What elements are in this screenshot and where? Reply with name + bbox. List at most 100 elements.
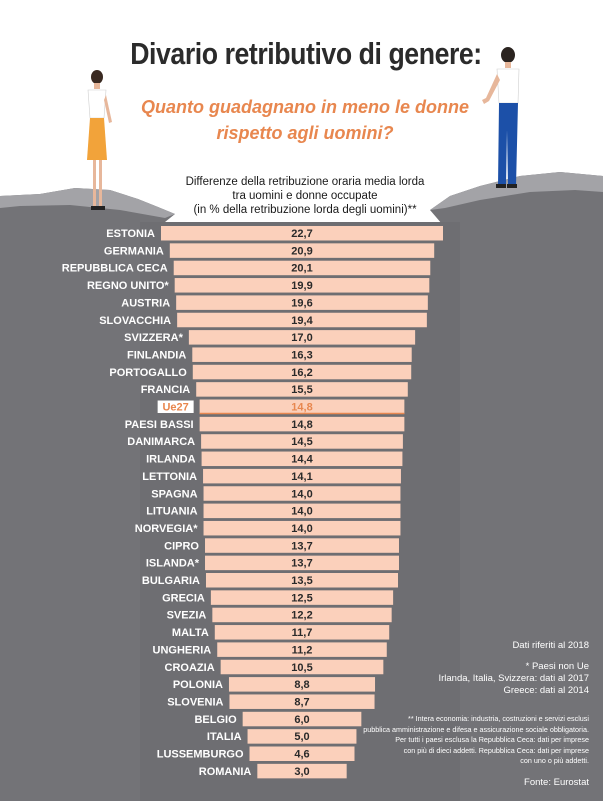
bar-portogallo	[192, 364, 412, 380]
category-label: SLOVACCHIA	[99, 315, 171, 327]
bar-cipro	[205, 538, 399, 553]
category-label: BELGIO	[194, 714, 237, 726]
category-label: FRANCIA	[141, 384, 191, 396]
category-label: CROAZIA	[165, 662, 215, 674]
chart-title-line-1: Differenze della retribuzione oraria med…	[185, 176, 425, 188]
value-label: 17,0	[291, 332, 312, 344]
category-label: LITUANIA	[146, 506, 197, 518]
man-figure-icon	[482, 47, 520, 188]
value-label: 19,4	[291, 315, 313, 327]
category-label: UNGHERIA	[153, 644, 212, 656]
category-label: PAESI BASSI	[125, 419, 194, 431]
value-label: 14,8	[291, 402, 312, 414]
category-label: REPUBBLICA CECA	[62, 263, 168, 275]
right-cliff	[430, 172, 603, 801]
value-label: 8,7	[294, 696, 309, 708]
page-subtitle: Quanto guadagnano in meno le donne rispe…	[120, 94, 490, 146]
category-label: SVIZZERA*	[124, 332, 183, 344]
bar-malta	[214, 625, 390, 640]
value-label: 10,5	[291, 662, 312, 674]
value-label: 14,1	[291, 471, 312, 483]
value-label: 16,3	[291, 349, 312, 361]
category-label: ESTONIA	[106, 228, 155, 240]
category-label: ITALIA	[207, 731, 242, 743]
subtitle-line-2: rispetto agli uomini?	[216, 123, 394, 143]
bar-polonia	[228, 677, 376, 692]
category-label: SPAGNA	[151, 488, 197, 500]
category-label: BULGARIA	[142, 575, 200, 587]
source-note: Fonte: Eurostat	[524, 777, 589, 788]
non-ue-note-line-3: Greece: dati al 2014	[503, 685, 589, 696]
footnote-line-5: con uno o più addetti.	[520, 756, 589, 766]
bar-grecia	[210, 590, 394, 605]
year-note: Dati riferiti al 2018	[512, 640, 589, 651]
bar-ue27	[199, 399, 405, 414]
value-label: 19,6	[291, 297, 312, 309]
category-label: POLONIA	[173, 679, 223, 691]
chart-title: Differenze della retribuzione oraria med…	[170, 175, 440, 217]
category-label: GRECIA	[162, 592, 205, 604]
category-label: AUSTRIA	[121, 297, 170, 309]
bar-ungheria	[217, 642, 387, 657]
bar-francia	[196, 382, 408, 397]
value-label: 6,0	[294, 714, 309, 726]
subtitle-line-1: Quanto guadagnano in meno le donne	[141, 97, 469, 117]
non-ue-note-line-1: * Paesi non Ue	[525, 661, 589, 672]
value-label: 14,0	[291, 506, 312, 518]
bar-estonia	[161, 226, 443, 241]
woman-figure-icon	[87, 70, 112, 210]
value-label: 16,2	[291, 367, 312, 379]
bar-lettonia	[203, 468, 401, 484]
bar-paesi-bassi	[199, 416, 405, 432]
bar-repubblica-ceca	[173, 260, 431, 276]
footnote-line-4: con più di dieci addetti. Repubblica Cec…	[403, 745, 589, 755]
bar-finlandia	[192, 347, 412, 362]
category-label: LUSSEMBURGO	[157, 749, 244, 761]
bar-lussemburgo	[249, 746, 355, 761]
left-cliff-top	[0, 188, 175, 218]
footnote: ** Intera economia: industria, costruzio…	[359, 714, 589, 767]
left-cliff	[0, 188, 175, 801]
value-label: 12,2	[291, 610, 312, 622]
value-label: 12,5	[291, 592, 312, 604]
bar-slovacchia	[177, 312, 427, 328]
footnote-line-2: pubblica amministrazione e difesa e assi…	[363, 724, 589, 734]
category-label: ISLANDA*	[146, 558, 200, 570]
right-cliff-top	[430, 172, 603, 210]
value-label: 4,6	[294, 749, 309, 761]
footnote-line-3: Per tutti i paesi esclusa la Repubblica …	[395, 735, 589, 745]
value-label: 13,5	[291, 575, 312, 587]
category-label: SLOVENIA	[167, 696, 223, 708]
bar-spagna	[203, 486, 401, 501]
value-label: 13,7	[291, 540, 312, 552]
value-label: 11,2	[292, 644, 313, 656]
page-title: Divario retributivo di genere:	[130, 36, 482, 71]
value-label: 14,8	[291, 419, 312, 431]
category-label: DANIMARCA	[127, 436, 195, 448]
value-label: 11,7	[292, 627, 313, 639]
category-label: LETTONIA	[142, 471, 197, 483]
category-label: PORTOGALLO	[109, 367, 187, 379]
bar-irlanda	[201, 451, 403, 467]
value-label: 15,5	[291, 384, 312, 396]
bar-norvegia	[203, 520, 401, 536]
bar-romania	[257, 763, 347, 779]
non-ue-note-line-2: Irlanda, Italia, Svizzera: dati al 2017	[438, 673, 589, 684]
value-label: 20,1	[291, 263, 312, 275]
value-label: 3,0	[294, 766, 309, 778]
value-label: 13,7	[291, 558, 312, 570]
category-label: FINLANDIA	[127, 349, 186, 361]
value-label: 14,0	[291, 523, 312, 535]
category-label: SVEZIA	[167, 610, 207, 622]
category-label: GERMANIA	[104, 245, 164, 257]
bar-belgio	[242, 711, 362, 727]
category-label: Ue27	[162, 402, 188, 414]
value-label: 20,9	[291, 245, 312, 257]
bar-austria	[176, 295, 428, 310]
bar-germania	[169, 243, 435, 258]
bar-svizzera	[188, 330, 416, 345]
bar-lituania	[203, 503, 401, 519]
category-label: NORVEGIA*	[135, 523, 198, 535]
bar-regno-unito	[174, 278, 430, 293]
value-label: 8,8	[294, 679, 309, 691]
